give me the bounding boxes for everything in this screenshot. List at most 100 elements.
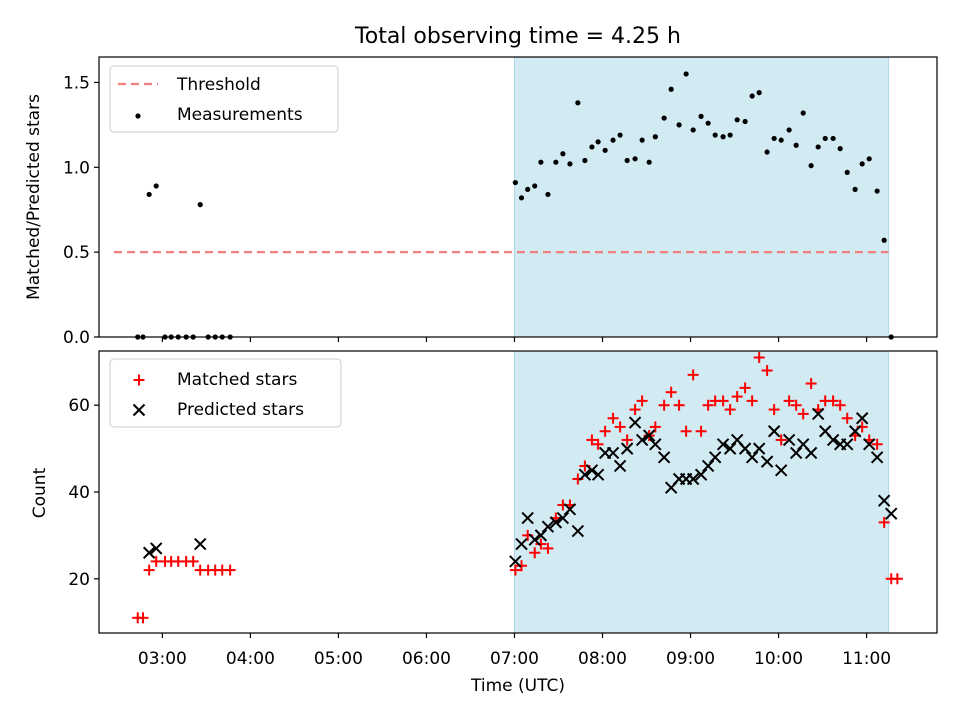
- x-tick-label: 11:00: [842, 649, 891, 669]
- predicted-star-point: [745, 451, 759, 464]
- x-tick-label: 10:00: [754, 649, 803, 669]
- measurement-point: [852, 186, 858, 192]
- predicted-stars-series: [142, 407, 898, 568]
- top-panel-shade: [513, 56, 890, 338]
- measurement-point: [808, 163, 814, 169]
- legend-measurements-marker: [135, 113, 141, 119]
- measurement-point: [624, 157, 630, 164]
- predicted-star-point: [549, 516, 563, 529]
- measurement-point: [617, 132, 623, 138]
- measurement-point: [668, 86, 674, 92]
- predicted-star-point: [635, 433, 649, 447]
- predicted-star-point: [841, 438, 854, 451]
- matched-star-point: [143, 564, 155, 576]
- y-tick-label: 0.0: [63, 328, 90, 348]
- top-legend: Threshold Measurements: [109, 65, 339, 133]
- top-y-axis: 0.0 0.5 1.0 1.5: [63, 73, 99, 348]
- predicted-star-point: [534, 529, 548, 542]
- predicted-star-point: [642, 429, 656, 442]
- bottom-y-axis: 20 40 60: [68, 396, 99, 590]
- predicted-star-point: [826, 433, 840, 447]
- predicted-star-point: [738, 442, 752, 455]
- measurement-point: [727, 132, 733, 138]
- matched-star-point: [607, 412, 619, 424]
- measurement-point: [532, 183, 538, 189]
- measurement-point: [698, 113, 704, 119]
- measurement-point: [595, 139, 601, 145]
- bottom-panel: 20 40 60 03:00 04:00 05:00 06:00 07:00 08:00 09:…: [30, 350, 938, 696]
- y-tick-label: 40: [68, 483, 90, 503]
- measurement-point: [742, 118, 748, 125]
- measurement-point: [512, 179, 518, 186]
- measurement-point: [518, 195, 525, 201]
- predicted-star-point: [885, 507, 898, 520]
- measurement-point: [545, 191, 551, 198]
- measurement-point: [153, 183, 159, 189]
- matched-star-point: [702, 399, 714, 411]
- predicted-star-point: [848, 425, 862, 438]
- measurement-point: [652, 134, 658, 140]
- measurement-point: [705, 120, 711, 126]
- measurement-point: [661, 115, 667, 121]
- legend-matched-marker: [133, 374, 145, 386]
- matched-star-point: [621, 434, 633, 446]
- measurement-point: [844, 169, 850, 175]
- matched-star-point: [790, 399, 802, 411]
- measurement-point: [146, 191, 152, 198]
- measurement-point: [553, 159, 559, 165]
- matched-star-point: [871, 438, 883, 450]
- predicted-star-point: [578, 468, 592, 481]
- predicted-star-point: [657, 451, 671, 464]
- x-tick-label: 09:00: [666, 649, 715, 669]
- legend-threshold-label: Threshold: [176, 75, 261, 95]
- predicted-star-point: [855, 412, 869, 425]
- predicted-star-point: [752, 442, 766, 455]
- measurement-point: [793, 142, 799, 148]
- measurement-point: [646, 159, 652, 165]
- matched-star-point: [137, 612, 149, 624]
- measurement-point: [720, 134, 726, 140]
- predicted-star-point: [521, 511, 534, 525]
- predicted-star-point: [870, 451, 884, 464]
- measurement-point: [771, 135, 777, 142]
- measurement-point: [538, 159, 544, 165]
- matched-star-point: [658, 399, 670, 411]
- top-x-ticks: [161, 337, 868, 342]
- legend-measurements-label: Measurements: [177, 105, 303, 125]
- y-tick-label: 20: [68, 570, 90, 590]
- predicted-star-point: [571, 524, 585, 538]
- predicted-star-point: [509, 555, 522, 568]
- predicted-star-point: [649, 438, 662, 451]
- matched-star-point: [746, 395, 758, 407]
- matched-star-point: [592, 438, 604, 450]
- measurements-series: [135, 71, 894, 340]
- matched-star-point: [586, 434, 598, 446]
- bottom-panel-shade: [513, 350, 890, 634]
- matched-star-point: [739, 382, 751, 394]
- matched-star-point: [695, 425, 707, 437]
- measurement-point: [778, 137, 784, 143]
- y-tick-label: 1.0: [63, 158, 90, 178]
- predicted-star-point: [782, 433, 796, 447]
- matched-star-point: [535, 538, 547, 550]
- predicted-star-point: [767, 425, 781, 438]
- measurement-point: [197, 202, 203, 208]
- predicted-star-point: [591, 468, 605, 481]
- x-tick-label: 03:00: [138, 649, 187, 669]
- matched-star-point: [509, 564, 521, 576]
- measurement-point: [525, 186, 531, 192]
- x-tick-label: 08:00: [578, 649, 627, 669]
- measurement-point: [764, 149, 770, 155]
- matched-star-point: [753, 352, 765, 364]
- measurement-point: [749, 93, 755, 99]
- predicted-star-point: [701, 459, 715, 473]
- bottom-legend: Matched stars Predicted stars: [109, 358, 342, 428]
- matched-star-point: [599, 425, 611, 437]
- predicted-star-point: [863, 438, 876, 451]
- y-tick-label: 60: [68, 396, 90, 416]
- predicted-star-point: [877, 494, 891, 507]
- predicted-star-point: [774, 464, 788, 477]
- measurement-point: [690, 127, 696, 133]
- predicted-star-point: [708, 451, 722, 464]
- matched-star-point: [878, 516, 890, 528]
